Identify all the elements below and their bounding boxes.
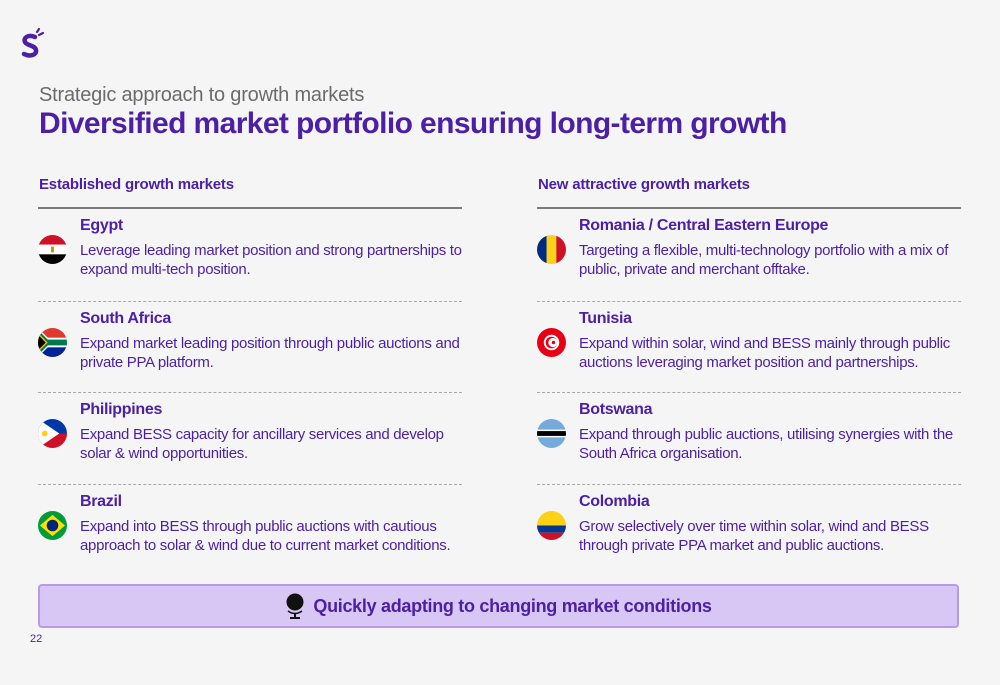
- market-item-south-africa: South Africa Expand market leading posit…: [38, 300, 462, 393]
- market-description: Grow selectively over time within solar,…: [579, 517, 929, 554]
- romania-flag-icon: [537, 235, 566, 264]
- botswana-flag-icon: [537, 419, 566, 448]
- market-name: South Africa: [80, 309, 171, 327]
- column-heading: Established growth markets: [38, 176, 462, 209]
- market-description: Expand into BESS through public auctions…: [80, 517, 451, 554]
- market-item-botswana: Botswana Expand through public auctions,…: [537, 392, 961, 484]
- market-name: Philippines: [80, 401, 163, 418]
- market-name: Egypt: [80, 217, 123, 234]
- market-item-brazil: Brazil Expand into BESS through public a…: [38, 483, 462, 576]
- market-description: Expand within solar, wind and BESS mainl…: [579, 334, 950, 371]
- market-item-colombia: Colombia Grow selectively over time with…: [537, 483, 961, 576]
- key-message-banner: Quickly adapting to changing market cond…: [38, 584, 959, 628]
- tunisia-flag-icon: [537, 327, 566, 357]
- market-description: Expand through public auctions, utilisin…: [579, 426, 953, 462]
- market-item-romania: Romania / Central Eastern Europe Targeti…: [537, 209, 961, 301]
- page-number: 22: [30, 633, 43, 645]
- south-africa-flag-icon: [38, 327, 67, 357]
- banner-text: Quickly adapting to changing market cond…: [313, 595, 712, 616]
- market-item-philippines: Philippines Expand BESS capacity for anc…: [38, 392, 462, 484]
- market-description: Expand market leading position through p…: [80, 334, 460, 371]
- market-item-egypt: Egypt Leverage leading market position a…: [38, 209, 462, 301]
- market-name: Brazil: [80, 492, 122, 510]
- company-logo-icon: [21, 28, 45, 58]
- philippines-flag-icon: [38, 419, 67, 448]
- page-kicker: Strategic approach to growth markets: [39, 84, 365, 106]
- market-name: Botswana: [579, 401, 653, 418]
- egypt-flag-icon: [38, 235, 67, 264]
- market-name: Tunisia: [579, 309, 632, 327]
- new-markets-column: New attractive growth markets Romania / …: [537, 176, 961, 575]
- globe-icon: [286, 593, 304, 619]
- column-heading: New attractive growth markets: [537, 176, 961, 209]
- market-description: Leverage leading market position and str…: [80, 242, 462, 278]
- established-markets-column: Established growth markets Egypt Leverag…: [38, 176, 462, 575]
- market-name: Colombia: [579, 492, 650, 510]
- brazil-flag-icon: [38, 510, 67, 540]
- colombia-flag-icon: [537, 510, 566, 540]
- market-item-tunisia: Tunisia Expand within solar, wind and BE…: [537, 300, 961, 393]
- market-name: Romania / Central Eastern Europe: [579, 217, 829, 234]
- page-title: Diversified market portfolio ensuring lo…: [39, 107, 787, 140]
- market-description: Targeting a flexible, multi-technology p…: [579, 242, 949, 278]
- market-description: Expand BESS capacity for ancillary servi…: [80, 426, 444, 462]
